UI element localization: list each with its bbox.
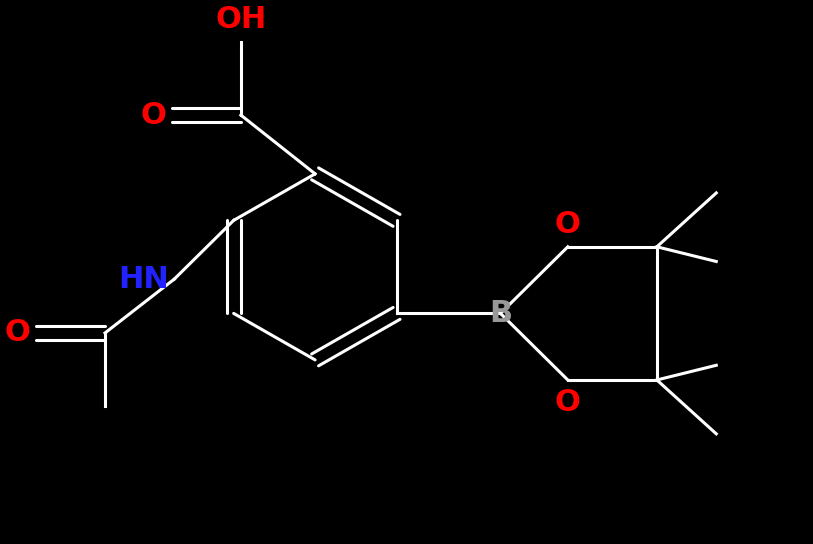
Text: O: O	[141, 101, 167, 129]
Text: B: B	[489, 299, 512, 328]
Text: O: O	[554, 388, 580, 417]
Text: O: O	[554, 210, 580, 239]
Text: HN: HN	[119, 264, 169, 294]
Text: O: O	[5, 318, 31, 348]
Text: OH: OH	[215, 5, 267, 34]
